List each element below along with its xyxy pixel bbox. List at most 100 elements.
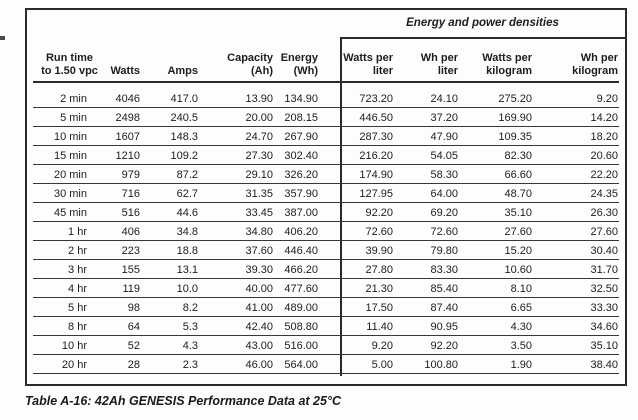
table-cell: 267.90	[284, 130, 318, 143]
column-header-line: (Ah)	[251, 65, 273, 77]
table-cell: 4.30	[510, 320, 532, 333]
column-header-line: (Wh)	[293, 65, 318, 77]
table-cell: 31.70	[590, 263, 618, 276]
table-cell: 100.80	[424, 358, 458, 371]
table-cell: 39.30	[245, 263, 273, 276]
table-cell: 98	[127, 301, 140, 314]
column-header: Watts per liter	[340, 52, 393, 78]
table-cell: 18.20	[590, 130, 618, 143]
group-header-energy-power-densities: Energy and power densities	[406, 17, 559, 29]
table-cell: 223	[121, 244, 140, 257]
table-cell: 18.8	[176, 244, 198, 257]
column-header-line: liter	[437, 65, 458, 77]
table-cell: 82.30	[504, 149, 532, 162]
table-cell: 15.20	[504, 244, 532, 257]
table-cell: 723.20	[359, 92, 393, 105]
table-cell: 10.60	[504, 263, 532, 276]
table-row: 30 min 716 62.7 31.35 357.90 127.95 64.00 48.70…	[27, 184, 625, 203]
column-header: Wh per liter	[393, 52, 458, 78]
table-cell: 69.20	[430, 206, 458, 219]
column-header-line: Watts per	[482, 52, 532, 64]
table-header-row: Run time to 1.50 vpc Watts Amps Capacity (Ah)…	[27, 40, 625, 78]
table-cell: 716	[121, 187, 140, 200]
table-cell: 58.30	[430, 168, 458, 181]
table-cell: 2498	[115, 111, 140, 124]
table-cell: 20 hr	[61, 358, 87, 371]
table-cell: 14.20	[590, 111, 618, 124]
table-cell: 54.05	[430, 149, 458, 162]
table-cell: 34.80	[245, 225, 273, 238]
column-header-line: kilogram	[572, 65, 618, 77]
table-cell: 8 hr	[68, 320, 87, 333]
table-cell: 5 min	[60, 111, 87, 124]
table-cell: 134.90	[284, 92, 318, 105]
column-header-line: Capacity	[227, 52, 273, 64]
table-cell: 44.6	[176, 206, 198, 219]
table-cell: 508.80	[284, 320, 318, 333]
table-cell: 155	[121, 263, 140, 276]
table-cell: 287.30	[359, 130, 393, 143]
table-cell: 109.35	[498, 130, 532, 143]
table-cell: 34.60	[590, 320, 618, 333]
table-cell: 85.40	[430, 282, 458, 295]
table-cell: 4 hr	[68, 282, 87, 295]
column-header-line: Wh per	[580, 52, 618, 64]
performance-data-table: Energy and power densities Run time to 1.…	[25, 8, 627, 386]
table-body: 2 min 4046 417.0 13.90 134.90 723.20 24.10 275.…	[27, 89, 625, 374]
table-cell: 33.45	[245, 206, 273, 219]
table-cell: 2.3	[182, 358, 198, 371]
table-cell: 8.10	[510, 282, 532, 295]
table-cell: 20.60	[590, 149, 618, 162]
table-cell: 119	[122, 282, 140, 295]
table-cell: 35.10	[590, 339, 618, 352]
table-cell: 64.00	[430, 187, 458, 200]
table-cell: 1607	[115, 130, 140, 143]
table-cell: 31.35	[245, 187, 273, 200]
column-header: Wh per kilogram	[532, 52, 618, 78]
column-header-line: Watts per	[343, 52, 393, 64]
table-cell: 26.30	[590, 206, 618, 219]
column-header-line: Watts	[110, 65, 140, 77]
column-header: Energy (Wh)	[273, 52, 340, 78]
table-cell: 406.20	[284, 225, 318, 238]
table-cell: 17.50	[365, 301, 393, 314]
table-cell: 406	[121, 225, 140, 238]
table-cell: 10 min	[53, 130, 87, 143]
table-cell: 10 hr	[61, 339, 87, 352]
table-cell: 13.90	[245, 92, 273, 105]
table-cell: 2 hr	[68, 244, 87, 257]
table-cell: 90.95	[430, 320, 458, 333]
table-cell: 15 min	[53, 149, 87, 162]
table-cell: 43.00	[245, 339, 273, 352]
column-header-line: kilogram	[486, 65, 532, 77]
table-row: 3 hr 155 13.1 39.30 466.20 27.80 83.30 10.60 31.…	[27, 260, 625, 279]
table-cell: 27.60	[504, 225, 532, 238]
table-cell: 446.50	[359, 111, 393, 124]
table-cell: 127.95	[359, 187, 393, 200]
table-cell: 45 min	[53, 206, 87, 219]
table-cell: 275.20	[498, 92, 532, 105]
table-cell: 446.40	[284, 244, 318, 257]
table-cell: 417.0	[170, 92, 198, 105]
table-cell: 3.50	[510, 339, 532, 352]
table-cell: 1210	[115, 149, 140, 162]
column-header-line: Amps	[167, 65, 198, 77]
table-cell: 387.00	[284, 206, 318, 219]
table-cell: 35.10	[504, 206, 532, 219]
table-cell: 27.30	[245, 149, 273, 162]
table-cell: 92.20	[430, 339, 458, 352]
table-row: 20 min 979 87.2 29.10 326.20 174.90 58.30 66.60…	[27, 165, 625, 184]
table-cell: 64	[127, 320, 140, 333]
table-cell: 20 min	[53, 168, 87, 181]
table-cell: 52	[127, 339, 140, 352]
table-cell: 4046	[115, 92, 140, 105]
table-cell: 3 hr	[68, 263, 87, 276]
table-cell: 27.60	[590, 225, 618, 238]
table-cell: 38.40	[590, 358, 618, 371]
table-cell: 466.20	[284, 263, 318, 276]
table-cell: 22.20	[590, 168, 618, 181]
table-cell: 1.90	[510, 358, 532, 371]
table-cell: 148.3	[170, 130, 198, 143]
table-cell: 92.20	[365, 206, 393, 219]
table-cell: 42.40	[245, 320, 273, 333]
